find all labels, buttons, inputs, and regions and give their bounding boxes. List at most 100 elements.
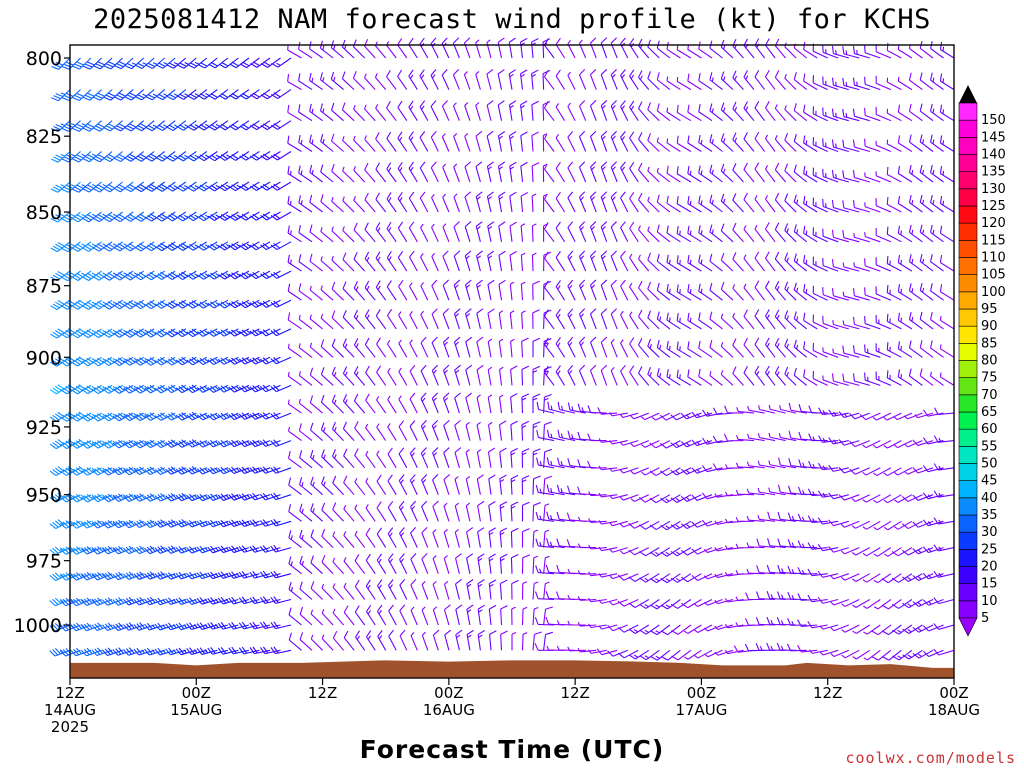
barb-flag xyxy=(115,572,122,579)
barb-flag xyxy=(157,622,164,630)
barb-flag xyxy=(75,467,83,473)
barb-flag xyxy=(97,647,104,654)
barb-flag xyxy=(83,547,91,554)
barb-flag xyxy=(118,213,126,219)
barb-flag xyxy=(65,467,73,474)
wind-barb xyxy=(123,241,145,252)
barb-half-flag xyxy=(123,357,128,362)
barb-flag xyxy=(149,271,157,278)
barb-flag xyxy=(115,547,122,554)
barb-flag xyxy=(83,441,91,448)
barb-flag xyxy=(102,522,109,529)
barb-flag xyxy=(555,37,561,45)
barb-flag xyxy=(82,217,90,223)
barb-flag xyxy=(149,242,157,248)
barb-flag xyxy=(104,547,112,554)
barb-flag xyxy=(54,467,62,474)
barb-flag xyxy=(54,597,62,604)
barb-half-flag xyxy=(486,39,491,43)
barb-half-flag xyxy=(91,547,96,551)
barb-half-flag xyxy=(144,413,149,417)
barb-flag xyxy=(144,360,152,366)
barb-flag xyxy=(133,415,141,422)
barb-flag xyxy=(154,331,162,338)
barb-flag xyxy=(53,125,61,131)
barb-flag xyxy=(508,37,516,43)
barb-flag xyxy=(60,496,67,503)
barb-flag xyxy=(49,600,56,607)
barb-flag xyxy=(146,467,154,474)
barb-flag xyxy=(55,154,63,159)
barb-flag xyxy=(118,597,125,604)
barb-half-flag xyxy=(80,624,85,628)
barb-flag xyxy=(128,300,136,307)
wind-barb xyxy=(70,647,92,657)
barb-flag xyxy=(123,304,131,310)
barb-flag xyxy=(61,65,70,70)
barb-flag xyxy=(83,573,91,580)
wind-barb xyxy=(49,384,71,395)
barb-flag xyxy=(73,359,81,365)
barb-flag xyxy=(128,439,136,446)
barb-flag xyxy=(76,301,84,307)
barb-flag xyxy=(83,648,90,656)
barb-flag xyxy=(93,65,101,70)
barb-flag xyxy=(84,274,92,280)
barb-flag xyxy=(61,96,70,102)
barb-flag xyxy=(86,272,94,278)
barb-flag xyxy=(83,598,90,605)
barb-flag xyxy=(136,546,143,553)
barb-flag xyxy=(139,545,146,552)
barb-half-flag xyxy=(91,440,96,445)
barb-flag xyxy=(160,357,167,363)
barb-flag xyxy=(154,415,162,421)
barb-half-flag xyxy=(141,649,146,654)
barb-flag xyxy=(149,329,157,335)
barb-flag xyxy=(55,272,63,278)
barb-flag xyxy=(83,521,91,528)
barb-flag xyxy=(124,96,132,101)
barb-flag xyxy=(155,126,163,132)
barb-half-flag xyxy=(91,520,96,525)
barb-flag xyxy=(55,184,63,189)
wind-barb xyxy=(155,181,176,192)
barb-flag xyxy=(160,328,167,335)
barb-flag xyxy=(113,127,122,132)
barb-half-flag xyxy=(102,440,107,445)
barb-flag xyxy=(149,300,157,306)
barb-flag xyxy=(136,273,144,279)
barb-shaft xyxy=(510,531,513,548)
barb-flag xyxy=(94,521,101,528)
barb-flag xyxy=(108,92,116,97)
barb-shaft xyxy=(532,478,535,495)
barb-flag xyxy=(94,331,102,337)
barb-flag xyxy=(147,358,154,365)
barb-flag xyxy=(113,96,122,101)
barb-flag xyxy=(145,156,153,162)
barb-flag xyxy=(160,384,167,391)
barb-flag xyxy=(52,521,59,528)
barb-flag xyxy=(78,465,86,472)
barb-flag xyxy=(128,123,137,128)
barb-half-flag xyxy=(70,598,75,603)
barb-flag xyxy=(146,386,154,392)
barb-flag xyxy=(73,648,80,656)
barb-flag xyxy=(128,571,135,578)
barb-flag xyxy=(133,442,141,449)
barb-flag xyxy=(59,574,67,581)
barb-flag xyxy=(144,275,152,281)
barb-flag xyxy=(134,275,142,281)
barb-flag xyxy=(92,127,101,132)
barb-flag xyxy=(145,95,153,101)
barb-flag xyxy=(81,443,88,449)
barb-flag xyxy=(102,496,109,503)
barb-flag xyxy=(74,94,82,99)
barb-flag xyxy=(155,187,163,192)
barb-flag xyxy=(70,649,77,657)
barb-flag xyxy=(81,496,88,503)
barb-flag xyxy=(105,125,113,130)
barb-flag xyxy=(128,213,136,219)
barb-shaft xyxy=(521,608,524,626)
barb-flag xyxy=(137,62,145,68)
barb-flag xyxy=(62,359,70,365)
